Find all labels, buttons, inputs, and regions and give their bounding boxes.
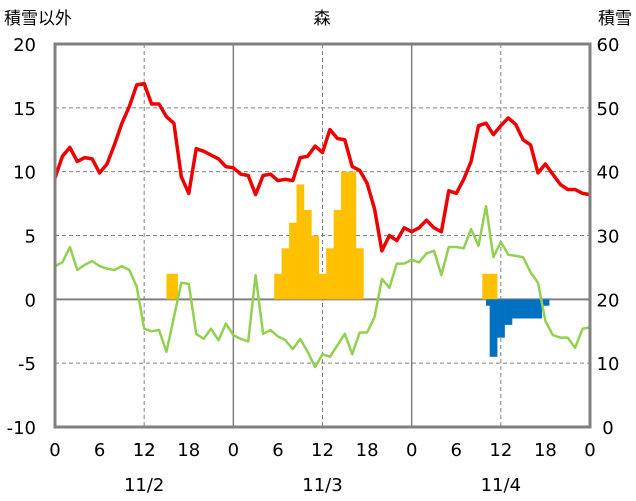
snow_change-bar xyxy=(511,299,520,319)
left-tick-label: 10 xyxy=(13,163,36,184)
right-tick-label: 30 xyxy=(597,227,620,248)
right-tick-label: 0 xyxy=(602,418,613,439)
precipitation-bar xyxy=(341,171,349,300)
hour-tick-label: 0 xyxy=(49,440,60,461)
snow_change-bar xyxy=(526,299,535,319)
right-tick-label: 50 xyxy=(597,99,620,120)
hour-tick-label: 0 xyxy=(228,440,239,461)
right-tick-label: 40 xyxy=(597,163,620,184)
right-axis-title: 積雪 xyxy=(598,9,632,29)
precipitation-bar xyxy=(281,248,290,300)
plot-frame xyxy=(53,42,592,429)
hour-tick-label: 12 xyxy=(133,440,156,461)
snow_change-bar xyxy=(519,299,528,319)
date-label: 11/2 xyxy=(124,475,164,496)
precipitation-bar xyxy=(296,184,305,300)
hour-tick-label: 6 xyxy=(272,440,283,461)
precipitation-bar xyxy=(355,248,364,300)
grid-lines xyxy=(55,44,590,427)
snow_change-bar xyxy=(541,299,550,306)
left-tick-label: -5 xyxy=(18,354,36,375)
left-tick-label: 5 xyxy=(25,227,36,248)
bar-series xyxy=(166,171,550,357)
hour-tick-label: 6 xyxy=(451,440,462,461)
date-label: 11/4 xyxy=(481,475,521,496)
right-tick-label: 60 xyxy=(597,35,620,56)
hour-tick-label: 18 xyxy=(177,440,200,461)
chart-title: 森 xyxy=(314,9,331,29)
left-tick-label: -10 xyxy=(7,418,36,439)
hour-tick-label: 6 xyxy=(94,440,105,461)
left-tick-label: 15 xyxy=(13,99,36,120)
hour-tick-label: 12 xyxy=(133,440,156,461)
precipitation-bar xyxy=(274,273,282,300)
hour-tick-label: 18 xyxy=(356,440,379,461)
precipitation-bar xyxy=(318,273,327,300)
snow_change-bar xyxy=(489,299,498,357)
left-tick-label: 0 xyxy=(25,290,36,311)
snow_change-bar xyxy=(497,299,505,338)
right-tick-label: 20 xyxy=(597,290,620,311)
precipitation-bar xyxy=(348,171,357,300)
snow_change-bar xyxy=(504,299,513,325)
snow_change-bar xyxy=(534,299,543,319)
left-axis-title: 積雪以外 xyxy=(4,9,72,29)
precipitation-bar xyxy=(333,209,342,300)
temperature-line xyxy=(53,81,591,253)
hour-tick-label: 0 xyxy=(584,440,595,461)
left-tick-label: 20 xyxy=(13,35,36,56)
precipitation-bar xyxy=(303,209,312,300)
precipitation-bar xyxy=(289,222,297,300)
precipitation-bar xyxy=(489,273,498,300)
hour-tick-label: 0 xyxy=(406,440,417,461)
date-label: 11/3 xyxy=(302,475,342,496)
precipitation-bar xyxy=(482,273,490,300)
precipitation-bar xyxy=(311,235,320,300)
dewpoint-line xyxy=(54,204,591,369)
precipitation-bar xyxy=(326,248,334,300)
hour-tick-label: 12 xyxy=(489,440,512,461)
hour-tick-label: 18 xyxy=(534,440,557,461)
right-tick-label: 10 xyxy=(597,354,620,375)
hour-tick-label: 12 xyxy=(311,440,334,461)
precipitation-bar xyxy=(170,273,178,300)
